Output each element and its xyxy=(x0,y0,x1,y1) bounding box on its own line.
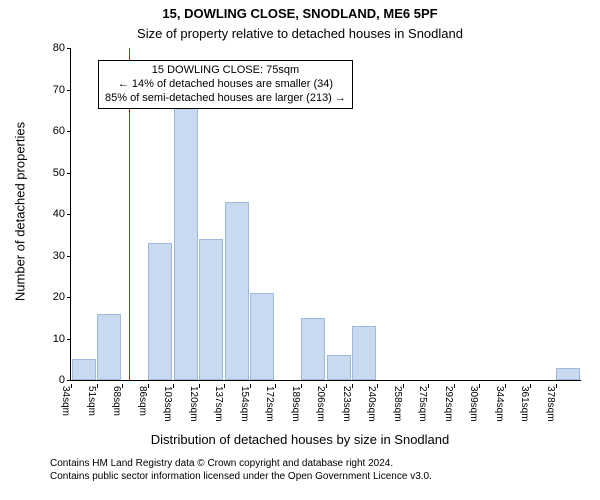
histogram-bar xyxy=(148,243,172,380)
x-tick-label: 275sqm xyxy=(417,386,428,422)
annotation-line2: ← 14% of detached houses are smaller (34… xyxy=(105,78,346,92)
x-tick-label: 120sqm xyxy=(188,386,199,422)
x-tick-label: 154sqm xyxy=(239,386,250,422)
annotation-line3: 85% of semi-detached houses are larger (… xyxy=(105,92,346,106)
histogram-bar xyxy=(72,359,96,380)
footer-line2: Contains public sector information licen… xyxy=(50,471,432,484)
x-tick-label: 51sqm xyxy=(86,386,97,416)
x-tick-label: 361sqm xyxy=(519,386,530,422)
annotation-box: 15 DOWLING CLOSE: 75sqm ← 14% of detache… xyxy=(98,60,353,109)
x-tick-label: 189sqm xyxy=(290,386,301,422)
x-axis-label: Distribution of detached houses by size … xyxy=(0,432,600,447)
histogram-bar xyxy=(556,368,580,380)
y-axis-label: Number of detached properties xyxy=(13,112,28,312)
histogram-bar xyxy=(199,239,223,380)
x-tick-label: 103sqm xyxy=(162,386,173,422)
histogram-bar xyxy=(301,318,325,380)
x-tick-label: 34sqm xyxy=(60,386,71,416)
x-tick-label: 258sqm xyxy=(392,386,403,422)
footer-line1: Contains HM Land Registry data © Crown c… xyxy=(50,458,432,471)
x-tick-label: 172sqm xyxy=(264,386,275,422)
x-tick-label: 240sqm xyxy=(366,386,377,422)
x-tick-label: 137sqm xyxy=(213,386,224,422)
histogram-bar xyxy=(174,102,198,380)
footer: Contains HM Land Registry data © Crown c… xyxy=(50,458,432,483)
title-sub: Size of property relative to detached ho… xyxy=(0,26,600,41)
x-tick-label: 309sqm xyxy=(468,386,479,422)
histogram-bar xyxy=(225,202,249,380)
x-tick-label: 68sqm xyxy=(111,386,122,416)
x-tick-label: 206sqm xyxy=(315,386,326,422)
x-tick-label: 223sqm xyxy=(341,386,352,422)
histogram-bar xyxy=(352,326,376,380)
x-tick-label: 378sqm xyxy=(545,386,556,422)
title-main: 15, DOWLING CLOSE, SNODLAND, ME6 5PF xyxy=(0,6,600,21)
x-tick-label: 344sqm xyxy=(494,386,505,422)
histogram-bar xyxy=(327,355,351,380)
annotation-line1: 15 DOWLING CLOSE: 75sqm xyxy=(105,64,346,78)
chart-container: 15, DOWLING CLOSE, SNODLAND, ME6 5PF Siz… xyxy=(0,0,600,500)
x-tick-label: 292sqm xyxy=(443,386,454,422)
histogram-bar xyxy=(250,293,274,380)
histogram-bar xyxy=(97,314,121,380)
x-tick-label: 86sqm xyxy=(137,386,148,416)
